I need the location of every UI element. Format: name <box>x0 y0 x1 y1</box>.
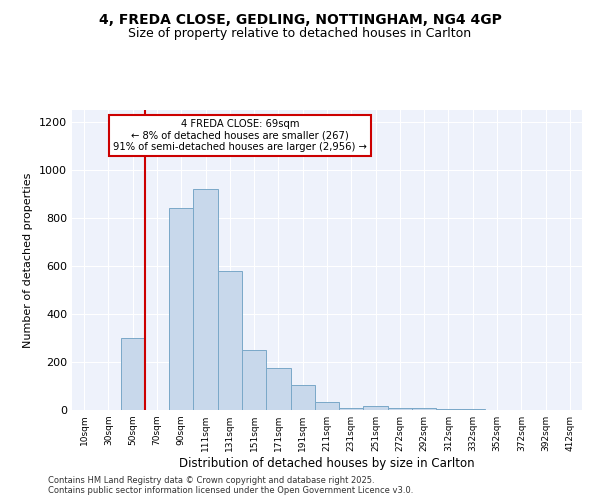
Bar <box>436 409 461 410</box>
Text: Size of property relative to detached houses in Carlton: Size of property relative to detached ho… <box>128 28 472 40</box>
Bar <box>169 208 193 410</box>
Text: 4 FREDA CLOSE: 69sqm
← 8% of detached houses are smaller (267)
91% of semi-detac: 4 FREDA CLOSE: 69sqm ← 8% of detached ho… <box>113 119 367 152</box>
Bar <box>218 271 242 410</box>
Bar <box>121 338 145 410</box>
Bar <box>339 408 364 410</box>
Bar <box>193 189 218 410</box>
Y-axis label: Number of detached properties: Number of detached properties <box>23 172 34 348</box>
Bar <box>242 350 266 410</box>
Bar <box>315 402 339 410</box>
Text: Contains HM Land Registry data © Crown copyright and database right 2025.
Contai: Contains HM Land Registry data © Crown c… <box>48 476 413 495</box>
Text: 4, FREDA CLOSE, GEDLING, NOTTINGHAM, NG4 4GP: 4, FREDA CLOSE, GEDLING, NOTTINGHAM, NG4… <box>98 12 502 26</box>
Bar <box>364 406 388 410</box>
Bar <box>412 408 436 410</box>
X-axis label: Distribution of detached houses by size in Carlton: Distribution of detached houses by size … <box>179 457 475 470</box>
Bar <box>290 385 315 410</box>
Bar <box>266 368 290 410</box>
Bar <box>388 408 412 410</box>
